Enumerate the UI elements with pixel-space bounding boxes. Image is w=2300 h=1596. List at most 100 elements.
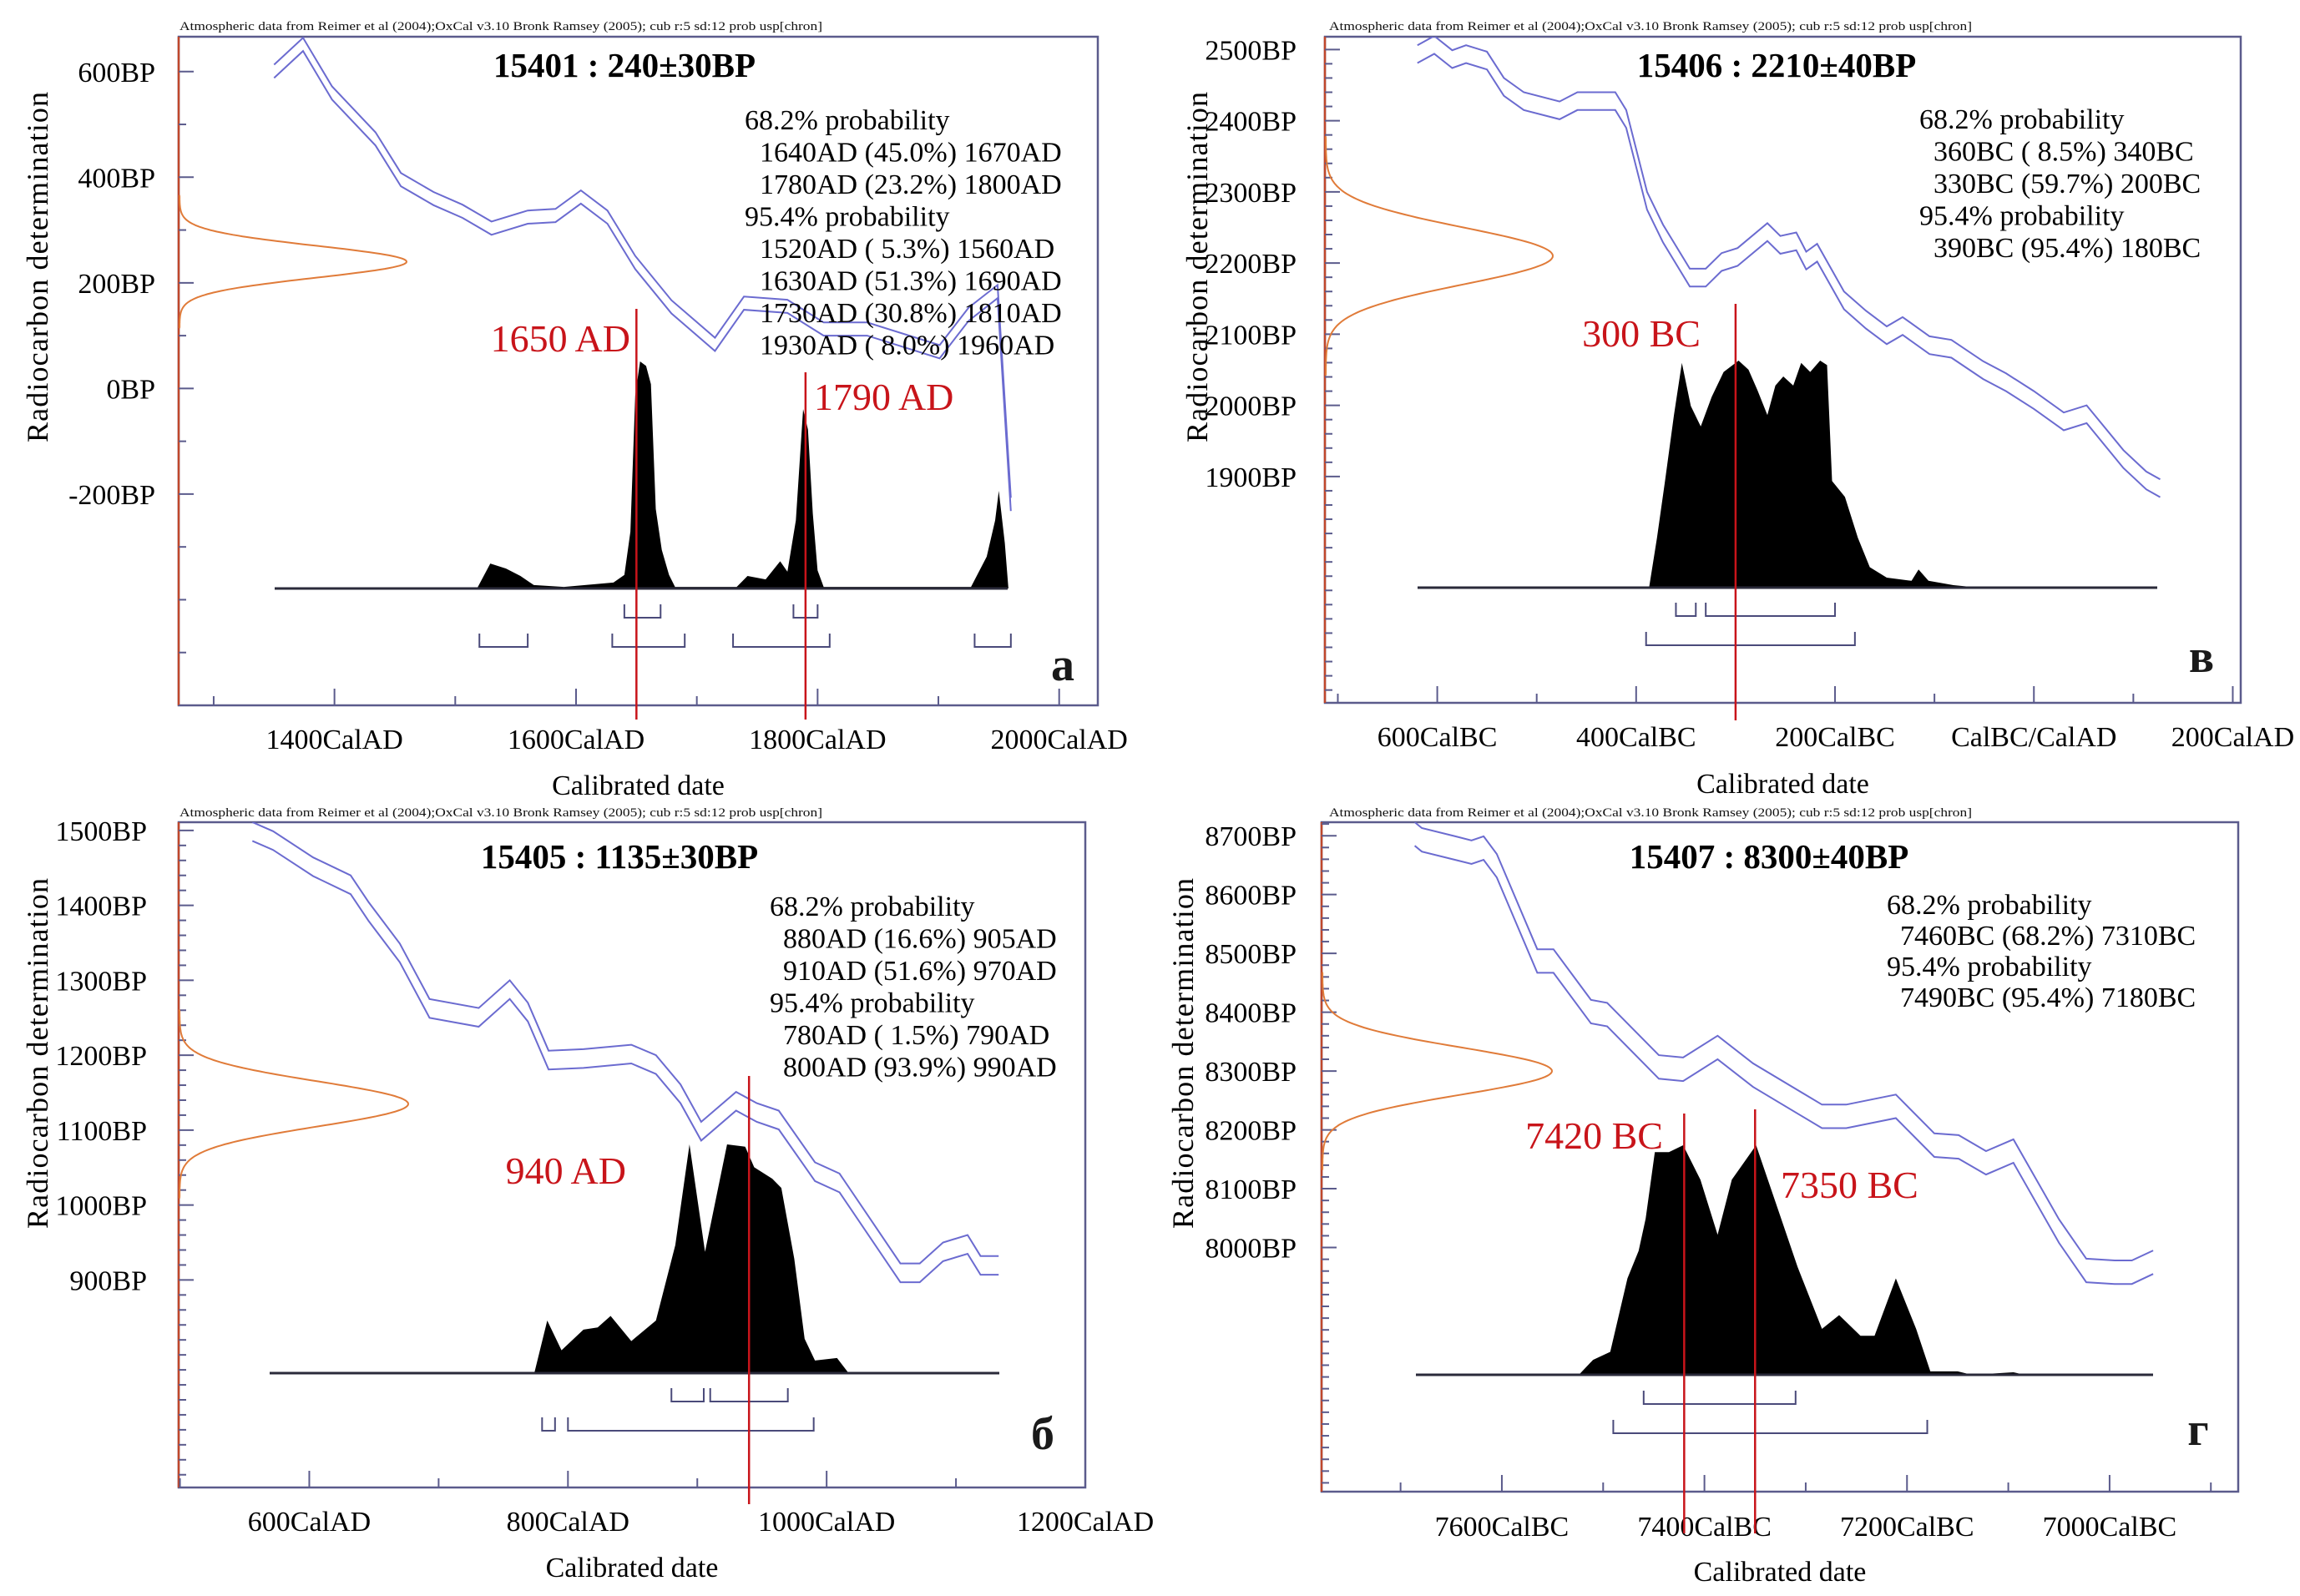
range-bracket-68: [623, 604, 662, 619]
probability-range: 7490BC (95.4%) 7180BC: [1900, 982, 2196, 1013]
probability-range: 1640AD (45.0%) 1670AD: [760, 138, 1062, 169]
y-tick-label: 2500BP: [1205, 35, 1297, 66]
x-tick-label: 1400CalAD: [265, 725, 402, 755]
x-tick-label: CalBC/CalAD: [1951, 722, 2116, 753]
probability-range: 390BC (95.4%) 180BC: [1934, 233, 2201, 264]
probability-range: 1630AD (51.3%) 1690AD: [760, 266, 1062, 297]
date-marker-label: 1650 AD: [491, 317, 630, 360]
y-tick-label: 8400BP: [1205, 998, 1297, 1029]
y-tick-label: 8500BP: [1205, 939, 1297, 970]
range-bracket-95: [611, 634, 686, 648]
range-bracket-68: [1675, 603, 1697, 617]
probability-range: 1730AD (30.8%) 1810AD: [760, 298, 1062, 329]
y-tick-label: 1400BP: [55, 891, 147, 922]
x-axis-title: Calibrated date: [1696, 769, 1869, 800]
calibrated-distribution: [1579, 1145, 2025, 1375]
y-tick-label: 8000BP: [1205, 1234, 1297, 1265]
y-tick-label: 2100BP: [1205, 320, 1297, 351]
panel-letter: в: [2189, 631, 2214, 683]
sample-title: 15401 : 240±30BP: [493, 46, 756, 84]
date-marker-label: 1790 AD: [814, 376, 953, 418]
panel-a: Atmospheric data from Reimer et al (2004…: [21, 20, 1128, 801]
y-axis-title: Radiocarbon determination: [1166, 878, 1200, 1229]
x-tick-label: 7000CalBC: [2043, 1512, 2177, 1543]
y-tick-label: 2300BP: [1205, 178, 1297, 209]
range-bracket-95: [567, 1417, 815, 1432]
x-tick-label: 400CalBC: [1576, 722, 1696, 753]
y-tick-label: 8700BP: [1205, 821, 1297, 852]
y-tick-label: -200BP: [68, 480, 155, 511]
probability-range: 1780AD (23.2%) 1800AD: [760, 169, 1062, 200]
probability-range: 1520AD ( 5.3%) 1560AD: [760, 234, 1054, 265]
calibration-curve-upper: [251, 822, 999, 1265]
probability-range: 880AD (16.6%) 905AD: [783, 924, 1057, 955]
calibrated-distribution: [534, 1144, 849, 1373]
software-credit-header: Atmospheric data from Reimer et al (2004…: [1329, 806, 1972, 820]
x-tick-label: 1000CalAD: [758, 1507, 895, 1538]
probability-level: 95.4% probability: [1887, 952, 2092, 982]
panel-letter: б: [1031, 1408, 1054, 1460]
y-tick-label: 200BP: [78, 269, 155, 300]
range-bracket-95: [1645, 632, 1856, 646]
calibration-curve-lower: [251, 840, 999, 1284]
probability-range: 800AD (93.9%) 990AD: [783, 1053, 1057, 1083]
range-bracket-68: [1705, 603, 1837, 617]
date-marker-label: 7350 BC: [1781, 1164, 1918, 1206]
radiocarbon-gaussian: [1325, 136, 1554, 376]
calibration-curve-lower: [273, 49, 1012, 512]
probability-range: 330BC (59.7%) 200BC: [1934, 169, 2201, 200]
y-tick-label: 2400BP: [1205, 107, 1297, 138]
software-credit-header: Atmospheric data from Reimer et al (2004…: [179, 20, 822, 33]
calibration-curve-upper: [1413, 822, 2154, 1261]
radiocarbon-gaussian: [179, 1009, 410, 1199]
range-bracket-95: [478, 634, 529, 648]
panel-letter: а: [1051, 639, 1074, 691]
y-tick-label: 8200BP: [1205, 1116, 1297, 1147]
date-marker-label: 300 BC: [1582, 312, 1701, 355]
range-bracket-95: [973, 634, 1012, 648]
panel-letter: г: [2187, 1404, 2208, 1456]
sample-title: 15406 : 2210±40BP: [1637, 46, 1917, 84]
y-tick-label: 2000BP: [1205, 391, 1297, 422]
probability-level: 68.2% probability: [745, 105, 950, 136]
x-tick-label: 7200CalBC: [1840, 1512, 1974, 1543]
x-tick-label: 200CalAD: [2171, 722, 2294, 753]
x-tick-label: 2000CalAD: [991, 725, 1128, 755]
panel-v: Atmospheric data from Reimer et al (2004…: [1180, 20, 2294, 800]
y-tick-label: 400BP: [78, 163, 155, 194]
date-marker-label: 7420 BC: [1525, 1114, 1663, 1157]
calibrated-distribution: [1649, 361, 1979, 588]
range-bracket-95: [541, 1417, 556, 1432]
x-tick-label: 1200CalAD: [1017, 1507, 1154, 1538]
calibration-curve-lower: [1413, 845, 2154, 1285]
calibration-curve-lower: [1417, 53, 2161, 498]
software-credit-header: Atmospheric data from Reimer et al (2004…: [1329, 20, 1972, 33]
x-tick-label: 600CalAD: [248, 1507, 371, 1538]
sample-title: 15407 : 8300±40BP: [1630, 837, 1909, 876]
y-tick-label: 8100BP: [1205, 1174, 1297, 1205]
probability-level: 68.2% probability: [1919, 104, 2125, 135]
y-tick-label: 1300BP: [55, 966, 147, 997]
probability-level: 95.4% probability: [770, 988, 975, 1019]
probability-level: 68.2% probability: [1887, 890, 2092, 921]
y-axis-title: Radiocarbon determination: [21, 878, 54, 1229]
calibration-curve-upper: [1417, 37, 2161, 481]
probability-range: 780AD ( 1.5%) 790AD: [783, 1020, 1049, 1051]
x-tick-label: 7400CalBC: [1637, 1512, 1772, 1543]
x-tick-label: 1800CalAD: [749, 725, 886, 755]
range-bracket-68: [1642, 1391, 1797, 1405]
date-marker-label: 940 AD: [506, 1149, 626, 1192]
y-axis-title: Radiocarbon determination: [1180, 92, 1214, 442]
y-tick-label: 1000BP: [55, 1191, 147, 1222]
y-tick-label: 1500BP: [55, 816, 147, 847]
panel-b: Atmospheric data from Reimer et al (2004…: [21, 806, 1154, 1583]
software-credit-header: Atmospheric data from Reimer et al (2004…: [179, 806, 822, 820]
probability-level: 68.2% probability: [770, 891, 975, 922]
probability-range: 7460BC (68.2%) 7310BC: [1900, 921, 2196, 952]
y-axis-title: Radiocarbon determination: [21, 92, 54, 442]
probability-range: 360BC ( 8.5%) 340BC: [1934, 137, 2194, 168]
probability-level: 95.4% probability: [745, 202, 950, 233]
x-tick-label: 7600CalBC: [1435, 1512, 1570, 1543]
probability-range: 1930AD ( 8.0%) 1960AD: [760, 331, 1054, 361]
